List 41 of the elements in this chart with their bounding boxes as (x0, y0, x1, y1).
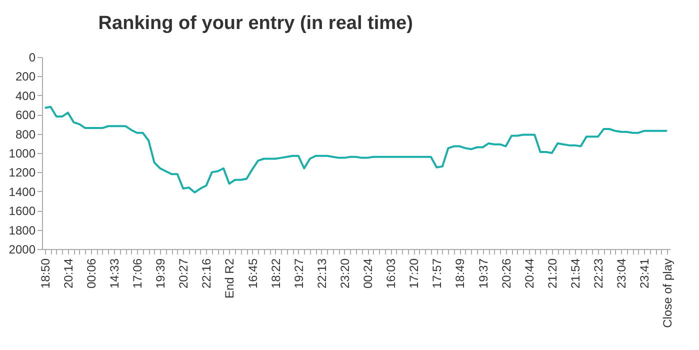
x-tick-label: 19:27 (292, 258, 306, 289)
x-tick-label: 17:20 (407, 258, 422, 289)
x-tick-label: 20:14 (61, 258, 76, 289)
x-tick-label: 00:24 (361, 258, 376, 289)
y-tick-label: 200 (15, 70, 36, 84)
y-tick-label: 1000 (8, 146, 36, 160)
x-tick-label: 21:20 (545, 258, 560, 289)
x-tick-label: 23:04 (614, 258, 629, 289)
x-tick-label: 20:44 (522, 258, 536, 289)
x-tick-label: End R2 (222, 258, 237, 299)
y-tick-label: 1600 (8, 204, 36, 218)
x-tick-label: 22:16 (200, 258, 214, 289)
y-tick-label: 400 (15, 88, 36, 103)
x-tick-label: 18:49 (453, 258, 468, 289)
y-tick-label: 2000 (8, 242, 36, 256)
x-tick-label: Close of play (660, 258, 675, 328)
chart-title: Ranking of your entry (in real time) (98, 13, 413, 34)
x-tick-label: 17:06 (130, 258, 145, 289)
x-tick-label: 22:23 (591, 258, 606, 289)
x-tick-label: 00:06 (84, 258, 98, 289)
x-tick-label: 19:39 (154, 258, 168, 289)
x-tick-label: 20:27 (176, 258, 191, 289)
x-tick-label: 23:41 (638, 258, 652, 289)
x-tick-label: 18:50 (38, 258, 52, 289)
y-tick-label: 600 (15, 108, 36, 122)
x-tick-label: 20:26 (499, 258, 514, 289)
x-tick-label: 17:57 (430, 258, 444, 289)
x-tick-label: 21:54 (568, 258, 582, 289)
line-series (44, 106, 668, 194)
y-tick-label: 800 (15, 127, 36, 142)
x-tick-label: 22:13 (314, 258, 329, 289)
x-tick-label: 18:22 (268, 258, 283, 289)
x-tick-label: 19:37 (476, 258, 490, 289)
x-tick-label: 16:45 (246, 258, 260, 289)
y-tick-label: 1800 (8, 223, 36, 238)
y-tick-label: 1200 (8, 166, 36, 180)
x-tick-label: 16:03 (384, 258, 398, 289)
x-tick-label: 23:20 (338, 258, 352, 289)
x-tick-label: 14:33 (108, 258, 122, 289)
y-tick-label: 1400 (8, 184, 36, 199)
y-tick-label: 0 (28, 50, 36, 64)
